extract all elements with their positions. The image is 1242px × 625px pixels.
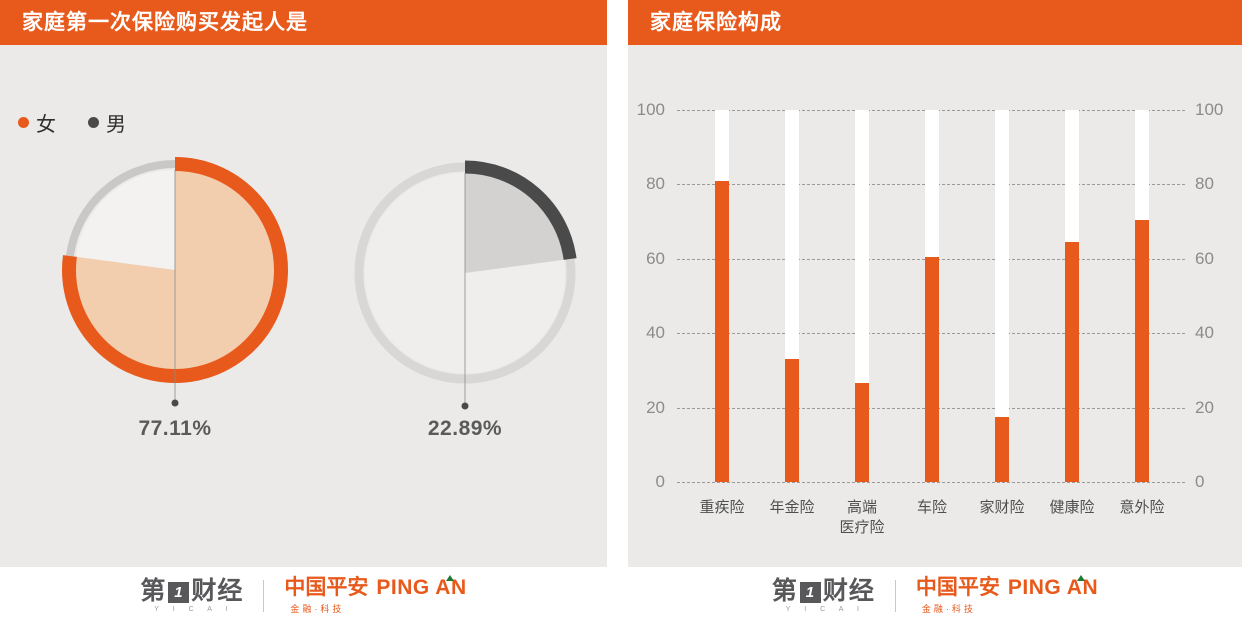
pingan-cn-label: 中国平安 <box>915 576 1000 599</box>
yicai-cn-post: 财经 <box>191 577 244 605</box>
pingan-sub-label: 金融·科技 <box>921 604 976 614</box>
y-tick-label-left: 60 <box>646 248 665 268</box>
legend-label-female: 女 <box>36 114 56 136</box>
y-tick-label-right: 0 <box>1195 472 1205 491</box>
y-tick-label-right: 80 <box>1195 174 1214 194</box>
bar-panel-header: 家庭保险构成 <box>628 0 1242 45</box>
y-tick-label-left: 100 <box>636 100 665 119</box>
pie-legend: 女 男 <box>18 108 126 137</box>
pingan-en-label: PING AN <box>376 575 467 599</box>
yicai-cn-pre: 第 <box>771 577 798 605</box>
yicai-latin-label: Y I C A I <box>785 606 865 613</box>
y-tick-label-right: 40 <box>1195 323 1214 343</box>
panel-bar-chart: 家庭保险构成 0 0 20 20 40 40 60 60 80 80 100 100 重疾险 年金险 高端 … <box>628 0 1242 567</box>
pingan-green-mark-icon <box>445 575 454 581</box>
bar-家财险 <box>995 416 1009 482</box>
yicai-latin-label: Y I C A I <box>154 606 234 613</box>
bar-chart-plot: 0 0 20 20 40 40 60 60 80 80 100 100 重疾险 年金险 高端 医疗险 车险 家财… <box>628 0 1242 567</box>
y-tick-label-right: 100 <box>1195 100 1224 119</box>
bar-panel-title: 家庭保险构成 <box>650 11 782 34</box>
category-label: 意外险 <box>1119 499 1165 516</box>
gridline <box>677 482 1185 483</box>
y-tick-label-left: 80 <box>646 174 665 194</box>
logo-divider <box>263 580 265 612</box>
bar-健康险 <box>1065 242 1079 482</box>
yicai-one-icon: 1 <box>799 582 821 603</box>
pingan-logo: 中国平安 PING AN 金融·科技 <box>284 575 467 615</box>
bar-年金险 <box>785 359 799 482</box>
legend-item-male: 男 <box>88 108 126 137</box>
footer-left: 第 1 财经 Y I C A I 中国平安 PING AN 金融·科技 <box>0 567 607 625</box>
leader-dot <box>171 399 179 407</box>
bar-意外险 <box>1135 219 1149 482</box>
pie-value-arc <box>464 160 577 260</box>
y-tick-label-left: 0 <box>655 472 665 491</box>
pie-panel-title: 家庭第一次保险购买发起人是 <box>22 11 308 34</box>
male-legend-dot-icon <box>88 117 99 128</box>
bar-车险 <box>925 256 939 482</box>
yicai-one-icon: 1 <box>168 582 190 603</box>
bar-重疾险 <box>715 180 729 482</box>
pingan-en-label: PING AN <box>1007 575 1099 599</box>
female-legend-dot-icon <box>18 117 29 128</box>
pie-panel-header: 家庭第一次保险购买发起人是 <box>0 0 607 45</box>
male-gauge-chart <box>354 160 577 410</box>
female-gauge-chart <box>62 157 288 407</box>
y-tick-label-right: 20 <box>1195 397 1214 417</box>
yicai-cn-pre: 第 <box>140 577 167 605</box>
category-label: 高端 医疗险 <box>839 499 885 536</box>
category-label: 家财险 <box>979 499 1025 516</box>
pie-rest-sector <box>75 170 175 270</box>
yicai-cn-post: 财经 <box>822 577 875 605</box>
pingan-logo: 中国平安 PING AN 金融·科技 <box>915 575 1099 615</box>
bar-高端医疗险 <box>855 383 869 482</box>
category-label: 重疾险 <box>699 499 745 516</box>
male-percent-label: 22.89% <box>427 417 503 440</box>
legend-label-male: 男 <box>106 114 126 136</box>
leader-dot <box>461 402 469 410</box>
footer-right: 第 1 财经 Y I C A I 中国平安 PING AN 金融·科技 <box>628 567 1242 625</box>
yicai-logo: 第 1 财经 Y I C A I <box>140 577 244 614</box>
category-label: 健康险 <box>1049 499 1095 516</box>
pingan-green-mark-icon <box>1077 575 1086 581</box>
y-tick-label-left: 20 <box>646 397 665 417</box>
pingan-sub-label: 金融·科技 <box>290 604 345 614</box>
panel-pie-chart: 家庭第一次保险购买发起人是 女 男 77.11% 22.89% <box>0 0 607 567</box>
bar-track <box>995 110 1009 482</box>
category-label: 车险 <box>916 499 947 516</box>
category-label: 年金险 <box>769 499 815 516</box>
legend-item-female: 女 <box>18 108 56 137</box>
pie-rest-arc <box>354 162 576 384</box>
female-percent-label: 77.11% <box>138 417 212 440</box>
pie-value-arc <box>62 157 288 383</box>
y-tick-label-right: 60 <box>1195 248 1214 268</box>
pie-rest-arc <box>65 160 176 257</box>
yicai-logo: 第 1 财经 Y I C A I <box>771 577 875 614</box>
logo-divider <box>894 580 896 612</box>
pie-value-sector <box>465 173 565 273</box>
pingan-cn-label: 中国平安 <box>284 576 369 599</box>
y-tick-label-left: 40 <box>646 323 665 343</box>
